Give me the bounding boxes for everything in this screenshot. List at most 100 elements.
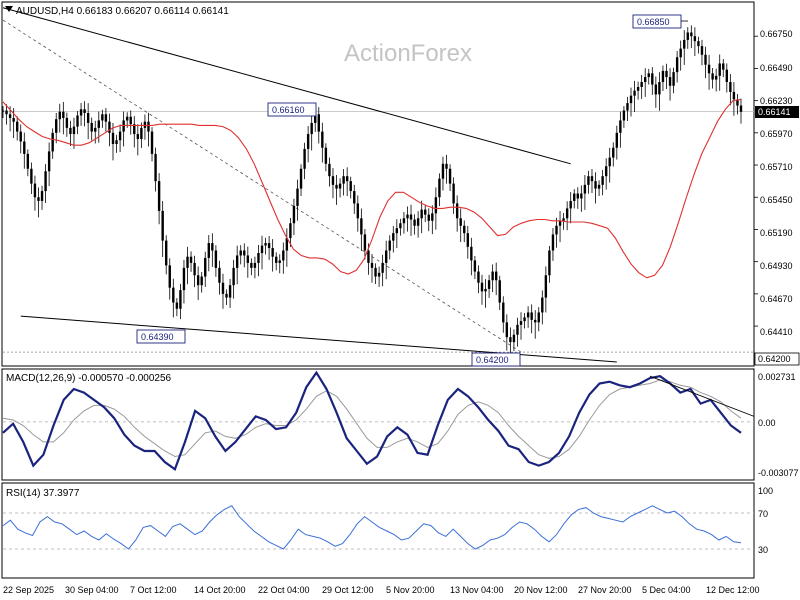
- price-axis: 0.66750 0.66490 0.66230 0.65970 0.65710 …: [760, 29, 793, 337]
- candle-body: [438, 178, 441, 198]
- candle-body: [218, 267, 221, 283]
- price-panel-frame: [1, 1, 755, 367]
- candle-body: [345, 176, 349, 182]
- candle-body: [569, 200, 572, 209]
- x-tick-label: 12 Dec 12:00: [706, 585, 760, 595]
- candle-body: [487, 280, 491, 289]
- macd-tick-label: -0.003077: [758, 468, 799, 478]
- candle-body: [179, 290, 182, 309]
- candle-body: [360, 218, 363, 235]
- candle-body: [314, 114, 317, 123]
- candle-body: [388, 240, 391, 251]
- candle-body: [349, 181, 352, 192]
- candle-body: [704, 54, 707, 65]
- channel-dashed-line: [2, 19, 522, 353]
- candle-body: [104, 114, 108, 122]
- candle-body: [619, 120, 622, 133]
- candle-body: [729, 82, 732, 92]
- candle-body: [122, 120, 125, 132]
- candle-body: [679, 48, 682, 58]
- candle-body: [207, 243, 210, 258]
- candle-body: [321, 131, 324, 148]
- candle-body: [37, 197, 40, 201]
- candle-body: [278, 260, 281, 263]
- candle-body: [143, 121, 147, 128]
- price-tick-label: 0.65710: [760, 162, 793, 172]
- candle-body: [306, 134, 310, 149]
- macd-tick-label: 0.002731: [758, 372, 796, 382]
- candle-body: [644, 77, 647, 83]
- candle-body: [26, 153, 30, 169]
- macd-panel-frame: [1, 368, 755, 481]
- candle-body: [690, 32, 693, 37]
- candle-body: [558, 220, 562, 226]
- candle-body: [484, 288, 487, 292]
- candle-body: [275, 256, 278, 263]
- candle-body: [636, 86, 640, 91]
- candle-body: [154, 153, 157, 182]
- candle-body: [608, 157, 611, 167]
- x-tick-label: 29 Oct 12:00: [322, 585, 374, 595]
- x-tick-label: 30 Sep 04:00: [65, 585, 119, 595]
- candle-body: [79, 109, 83, 116]
- candle-body: [19, 131, 22, 142]
- candle-body: [111, 132, 115, 144]
- candle-body: [534, 319, 537, 323]
- collapse-triangle-icon[interactable]: [5, 6, 13, 12]
- candle-body: [395, 228, 399, 234]
- candle-body: [303, 148, 306, 169]
- candle-body: [668, 77, 672, 86]
- candle-body: [271, 248, 274, 257]
- candle-body: [239, 250, 242, 256]
- price-tick-label: 0.64410: [760, 327, 793, 337]
- candle-body: [683, 39, 686, 49]
- candle-body: [204, 257, 207, 277]
- candle-body: [200, 276, 203, 286]
- level-price-box: [754, 352, 800, 366]
- resistance-trendline: [2, 7, 571, 165]
- candle-body: [381, 262, 384, 273]
- candle-body: [133, 124, 136, 135]
- candle-body: [69, 127, 72, 135]
- annotation-box: [471, 352, 521, 367]
- candle-body: [189, 256, 193, 263]
- candle-body: [530, 312, 533, 320]
- candle-body: [129, 116, 132, 125]
- candle-body: [370, 262, 374, 268]
- candle-body: [700, 46, 704, 55]
- candle-body: [5, 110, 8, 115]
- candle-body: [714, 75, 718, 80]
- candle-body: [463, 225, 466, 234]
- candle-body: [221, 282, 225, 294]
- candle-body: [732, 91, 736, 100]
- candle-body: [583, 184, 587, 194]
- candle-body: [573, 193, 576, 201]
- candle-body: [377, 272, 381, 277]
- candle-body: [147, 121, 150, 132]
- candle-body: [658, 82, 661, 95]
- candle-body: [590, 176, 594, 182]
- candle-body: [693, 36, 697, 42]
- candle-body: [452, 183, 455, 204]
- annotation-box: [632, 14, 682, 29]
- candle-body: [434, 197, 438, 214]
- candle-body: [494, 271, 498, 281]
- candle-body: [647, 73, 650, 78]
- macd-line: [2, 370, 742, 472]
- candle-body: [211, 243, 214, 251]
- macd-tick-label: 0.00: [758, 418, 776, 428]
- price-tick-label: 0.65190: [760, 228, 793, 238]
- candle-body: [12, 117, 15, 122]
- candle-body: [317, 114, 320, 132]
- x-tick-label: 22 Oct 04:00: [258, 585, 310, 595]
- candle-body: [232, 267, 235, 286]
- candle-body: [445, 163, 448, 169]
- annotation-box: [136, 329, 186, 344]
- candle-body: [725, 69, 729, 83]
- candle-body: [136, 134, 140, 140]
- annotation-label: 0.66160: [272, 105, 305, 115]
- candle-body: [40, 191, 44, 201]
- x-tick-label: 20 Nov 12:00: [514, 585, 568, 595]
- candle-body: [580, 193, 583, 199]
- candle-body: [409, 214, 413, 220]
